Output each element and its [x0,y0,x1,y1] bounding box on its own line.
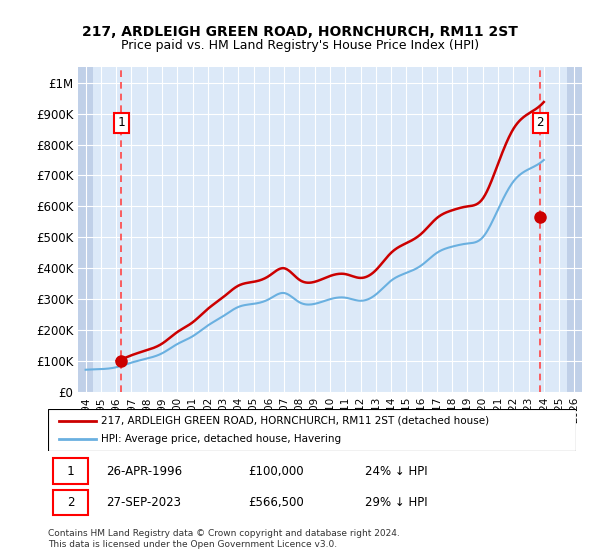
FancyBboxPatch shape [48,409,576,451]
FancyBboxPatch shape [53,490,88,515]
Text: 29% ↓ HPI: 29% ↓ HPI [365,496,427,509]
Text: Price paid vs. HM Land Registry's House Price Index (HPI): Price paid vs. HM Land Registry's House … [121,39,479,52]
Text: Contains HM Land Registry data © Crown copyright and database right 2024.
This d: Contains HM Land Registry data © Crown c… [48,529,400,549]
Text: 2: 2 [536,116,544,129]
Text: 1: 1 [118,116,125,129]
Text: 217, ARDLEIGH GREEN ROAD, HORNCHURCH, RM11 2ST (detached house): 217, ARDLEIGH GREEN ROAD, HORNCHURCH, RM… [101,416,489,426]
Text: 24% ↓ HPI: 24% ↓ HPI [365,465,427,478]
Text: £566,500: £566,500 [248,496,304,509]
Text: 217, ARDLEIGH GREEN ROAD, HORNCHURCH, RM11 2ST: 217, ARDLEIGH GREEN ROAD, HORNCHURCH, RM… [82,25,518,39]
Text: £100,000: £100,000 [248,465,304,478]
Text: 1: 1 [67,465,74,478]
FancyBboxPatch shape [53,458,88,484]
Text: HPI: Average price, detached house, Havering: HPI: Average price, detached house, Have… [101,434,341,444]
Text: 2: 2 [67,496,74,509]
Text: 27-SEP-2023: 27-SEP-2023 [106,496,181,509]
Text: 26-APR-1996: 26-APR-1996 [106,465,182,478]
